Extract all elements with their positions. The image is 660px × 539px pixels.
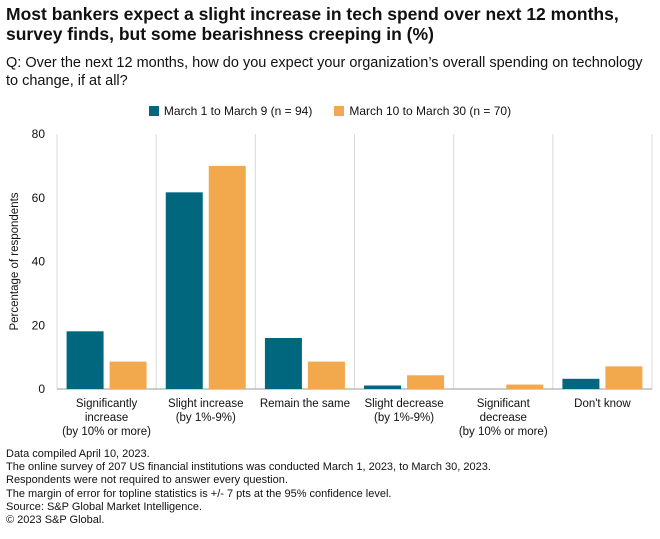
bar-series-2: [605, 366, 643, 389]
x-tick-label: Don't know: [574, 398, 631, 410]
legend: March 1 to March 9 (n = 94) March 10 to …: [0, 104, 660, 118]
footnote-date: Data compiled April 10, 2023.: [6, 448, 150, 460]
legend-swatch-series-2: [334, 106, 345, 116]
x-tick-label: increase: [85, 412, 128, 424]
bar-series-1: [562, 378, 600, 389]
x-tick-label: (by 1%-9%): [176, 412, 236, 424]
legend-item-series-2: March 10 to March 30 (n = 70): [334, 104, 511, 118]
y-axis-label: Percentage of respondents: [9, 192, 21, 330]
x-tick-label: decrease: [480, 412, 527, 424]
x-tick-label: (by 1%-9%): [374, 412, 434, 424]
bar-series-1: [165, 192, 203, 389]
chart-title: Most bankers expect a slight increase in…: [6, 4, 619, 44]
bar-series-2: [407, 375, 445, 389]
footnote-respondents: Respondents were not required to answer …: [6, 474, 288, 487]
bar-series-1: [364, 385, 402, 389]
legend-label-series-1: March 1 to March 9 (n = 94): [163, 104, 313, 118]
legend-label-series-2: March 10 to March 30 (n = 70): [349, 104, 512, 118]
bar-series-2: [506, 384, 544, 389]
x-tick-label: (by 10% or more): [459, 426, 548, 438]
y-tick-label: 20: [32, 318, 46, 332]
x-tick-label: Significant: [477, 398, 531, 410]
legend-swatch-series-1: [148, 106, 159, 116]
bar-series-2: [307, 361, 345, 389]
x-tick-label: Remain the same: [260, 398, 350, 410]
bar-series-2: [208, 165, 246, 389]
x-tick-label: Significantly: [76, 398, 138, 410]
footnote-margin: The margin of error for topline statisti…: [6, 487, 392, 500]
bar-series-1: [66, 331, 104, 389]
y-tick-label: 40: [32, 255, 46, 269]
bar-series-2: [109, 361, 147, 389]
bar-series-1: [264, 338, 302, 389]
y-tick-label: 0: [38, 382, 45, 396]
footnote-copyright: © 2023 S&P Global.: [6, 514, 105, 527]
footnote-source: Source: S&P Global Market Intelligence.: [6, 500, 203, 513]
footnotes: Data compiled April 10, 2023. The online…: [6, 448, 656, 527]
chart-subtitle: Q: Over the next 12 months, how do you e…: [6, 55, 643, 89]
x-tick-label: Slight decrease: [364, 398, 443, 410]
legend-item-series-1: March 1 to March 9 (n = 94): [148, 104, 313, 118]
footnote-survey: The online survey of 207 US financial in…: [6, 461, 491, 474]
x-tick-label: Slight increase: [168, 398, 243, 410]
x-tick-label: (by 10% or more): [62, 426, 151, 438]
y-tick-label: 80: [32, 127, 46, 141]
bar-chart: 0 20 40 60 80 Percentage of respondents Signif…: [9, 127, 653, 438]
y-tick-label: 60: [32, 191, 46, 205]
